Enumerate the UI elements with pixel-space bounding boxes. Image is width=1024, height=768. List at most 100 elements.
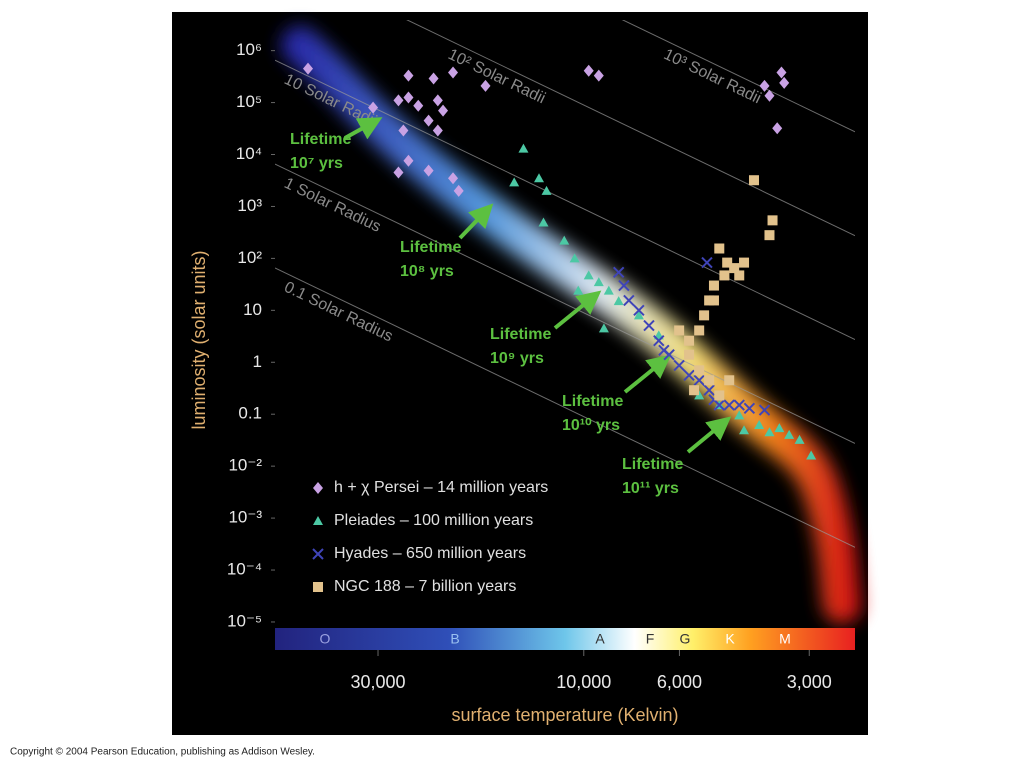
point — [722, 257, 733, 268]
point — [541, 185, 552, 195]
spectral-class: B — [450, 631, 459, 647]
legend-marker — [312, 548, 324, 560]
point — [593, 277, 604, 287]
y-tick-label: 10⁻⁵ — [227, 611, 262, 630]
point — [534, 173, 545, 183]
spectral-class: F — [646, 631, 655, 647]
legend-marker — [313, 482, 323, 494]
point — [428, 72, 439, 85]
point — [739, 425, 750, 435]
annotation: Lifetime — [622, 456, 683, 473]
spectral-class: G — [680, 631, 691, 647]
spectral-class: A — [595, 631, 605, 647]
point — [772, 122, 783, 135]
point — [569, 253, 580, 263]
point — [612, 266, 625, 278]
legend-marker — [313, 582, 323, 592]
point — [480, 79, 491, 92]
point — [759, 79, 770, 92]
y-tick-label: 1 — [253, 352, 262, 371]
point — [403, 154, 414, 167]
x-tick-label: 3,000 — [787, 672, 832, 692]
point — [774, 423, 785, 433]
annotation-arrow — [686, 416, 732, 454]
point — [729, 263, 740, 274]
legend-marker — [313, 516, 323, 525]
annotation: Lifetime — [290, 131, 351, 148]
point — [776, 66, 787, 79]
point — [784, 429, 795, 439]
point — [754, 419, 765, 429]
legend-label: Hyades – 650 million years — [334, 545, 526, 562]
point — [758, 404, 771, 416]
point — [703, 384, 715, 396]
point — [714, 243, 725, 254]
point — [694, 390, 705, 400]
point — [583, 270, 594, 280]
point — [739, 257, 750, 268]
point — [794, 434, 805, 444]
point — [633, 304, 645, 317]
point — [694, 325, 705, 336]
x-tick-label: 6,000 — [657, 672, 702, 692]
annotation: Lifetime — [562, 393, 623, 410]
point — [302, 62, 313, 75]
point — [748, 175, 759, 186]
y-axis-label: luminosity (solar units) — [189, 250, 209, 429]
y-tick-label: 10² — [237, 248, 262, 267]
radius-line — [406, 20, 855, 237]
annotation: 10¹⁰ yrs — [562, 417, 620, 434]
point — [393, 94, 404, 107]
point — [559, 235, 570, 245]
point — [538, 217, 549, 227]
point — [764, 89, 775, 102]
point — [598, 323, 609, 333]
point — [453, 184, 464, 197]
point — [448, 172, 459, 185]
radius-line — [275, 163, 855, 444]
point — [603, 285, 614, 295]
point — [403, 91, 414, 104]
point — [509, 177, 520, 187]
point — [423, 114, 434, 127]
annotation: 10⁸ yrs — [400, 263, 454, 280]
point — [743, 402, 756, 414]
point — [674, 325, 685, 336]
point — [593, 69, 604, 82]
point — [518, 143, 529, 153]
annotation: 10⁹ yrs — [490, 350, 544, 367]
legend-label: Pleiades – 100 million years — [334, 512, 533, 529]
y-tick-label: 0.1 — [238, 404, 262, 423]
spectral-class: O — [320, 631, 331, 647]
point — [704, 375, 715, 386]
y-tick-label: 10⁻² — [228, 456, 262, 475]
y-tick-label: 10⁴ — [236, 144, 262, 163]
chart-background — [172, 12, 868, 735]
point — [653, 335, 665, 347]
point — [689, 385, 700, 396]
point — [714, 390, 725, 401]
point — [764, 230, 775, 241]
y-tick-label: 10⁵ — [236, 92, 262, 111]
point — [719, 270, 730, 281]
radius-line — [621, 20, 855, 133]
annotation: 10⁷ yrs — [290, 155, 343, 172]
point — [643, 319, 655, 332]
point — [708, 280, 719, 291]
point — [683, 369, 695, 382]
point — [633, 310, 644, 320]
point — [713, 399, 726, 411]
point — [708, 295, 719, 306]
spectral-bar — [275, 628, 855, 650]
point — [723, 399, 735, 411]
y-tick-label: 10³ — [237, 196, 262, 215]
y-tick-label: 10⁻⁴ — [227, 560, 262, 579]
point — [393, 166, 404, 179]
annotation-arrow — [553, 290, 602, 330]
point — [806, 450, 817, 460]
point — [398, 124, 409, 137]
spectral-class: M — [779, 631, 791, 647]
annotation-arrow — [344, 117, 383, 140]
radius-line — [275, 267, 855, 548]
point — [368, 101, 379, 114]
